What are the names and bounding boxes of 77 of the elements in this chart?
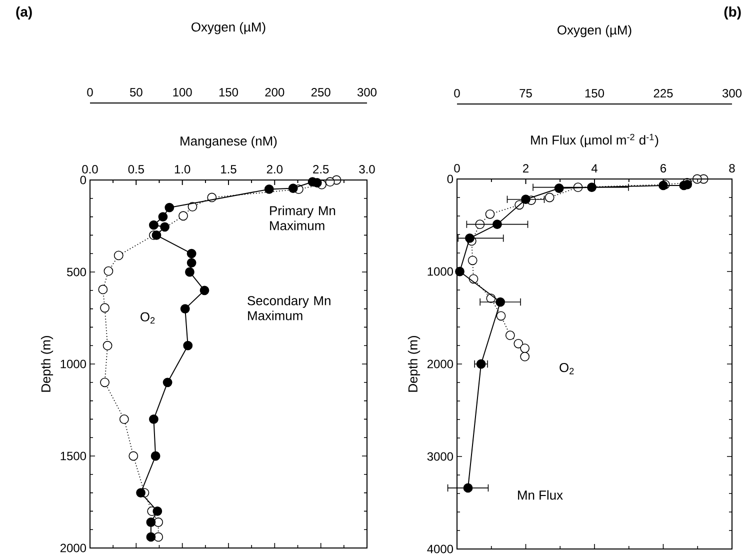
text: O$_{2}$: [560, 362, 574, 374]
point: [162, 378, 172, 388]
y-tick-label: 500: [67, 268, 86, 276]
y-tick-label: 1500: [60, 452, 86, 460]
x2-tick-label: 150: [585, 89, 604, 98]
point: [180, 304, 190, 314]
point: [185, 267, 194, 277]
point: [186, 258, 196, 268]
y-tick-label: 2000: [60, 544, 86, 552]
point: [554, 184, 564, 193]
point: [160, 222, 170, 232]
point: [587, 182, 596, 192]
x-tick-label: 0.5: [128, 165, 144, 174]
x2-tick-label: 150: [219, 88, 238, 96]
y-tick-label: 1000: [428, 267, 454, 276]
point: [149, 220, 158, 230]
y-axis-title: Depth (m): [40, 336, 54, 392]
x2-tick-label: 225: [654, 89, 673, 98]
x-tick-label: 6: [660, 164, 666, 172]
x2-axis-title: Oxygen (µM): [192, 22, 266, 34]
x-tick-label: 2.5: [313, 165, 329, 174]
x2-tick-label: 0: [454, 89, 460, 98]
y-tick-label: 1000: [60, 360, 86, 368]
point: [455, 266, 464, 276]
point: [264, 184, 274, 194]
text: (b): [724, 6, 741, 20]
x-tick-label: 8: [729, 164, 735, 172]
point: [200, 286, 210, 296]
point: [152, 506, 162, 516]
text: O$_{2}$: [140, 312, 155, 324]
point: [146, 518, 156, 527]
point: [463, 483, 473, 493]
x2-tick-label: 300: [722, 89, 742, 98]
point: [476, 359, 486, 369]
x2-tick-label: 75: [520, 89, 532, 98]
x2-axis-title: Oxygen (µM): [558, 25, 632, 38]
x2-tick-label: 50: [130, 88, 142, 96]
point: [146, 532, 156, 542]
x-tick-label: 1.5: [221, 165, 236, 174]
x-tick-label: 2.0: [266, 165, 283, 174]
point: [308, 177, 318, 187]
point: [465, 234, 474, 243]
y-tick-label: 0: [80, 176, 86, 184]
x2-tick-label: 250: [311, 88, 330, 96]
point: [150, 451, 160, 461]
x-tick-label: 4: [591, 164, 598, 172]
annotation: Secondary Mn Maximum: [248, 296, 330, 320]
x2-tick-label: 0: [87, 88, 93, 96]
text: (a): [16, 6, 32, 20]
x2-tick-label: 200: [265, 88, 284, 96]
y-tick-label: 3000: [427, 452, 454, 461]
x2-tick-label: 100: [173, 88, 192, 96]
point: [164, 202, 174, 212]
point: [186, 248, 196, 258]
x-tick-label: 1.0: [174, 165, 190, 174]
point: [152, 230, 162, 240]
y-tick-label: 2000: [427, 360, 454, 368]
x-axis-title: Mn Flux (µmol m$^{-2}$ d$^{-1}$): [531, 134, 658, 148]
point: [136, 488, 146, 498]
x-tick-label: 3.0: [359, 165, 375, 174]
point: [288, 184, 298, 193]
x-tick-label: 0: [454, 164, 460, 172]
x-axis-title: Manganese (nM): [180, 136, 277, 148]
x2-tick-label: 300: [357, 88, 377, 96]
y-tick-label: 4000: [427, 544, 454, 554]
annotation: Primary Mn Maximum: [270, 206, 336, 230]
point: [158, 212, 168, 222]
y-tick-label: 0: [447, 174, 454, 184]
point: [149, 414, 158, 424]
point: [183, 340, 193, 350]
x-tick-label: 0.0: [82, 165, 98, 174]
point: [492, 220, 502, 230]
point: [521, 194, 530, 204]
x-tick-label: 2: [523, 164, 528, 172]
text: Mn Flux: [518, 490, 563, 500]
y-axis-title: Depth (m): [408, 336, 420, 392]
point: [496, 297, 506, 307]
